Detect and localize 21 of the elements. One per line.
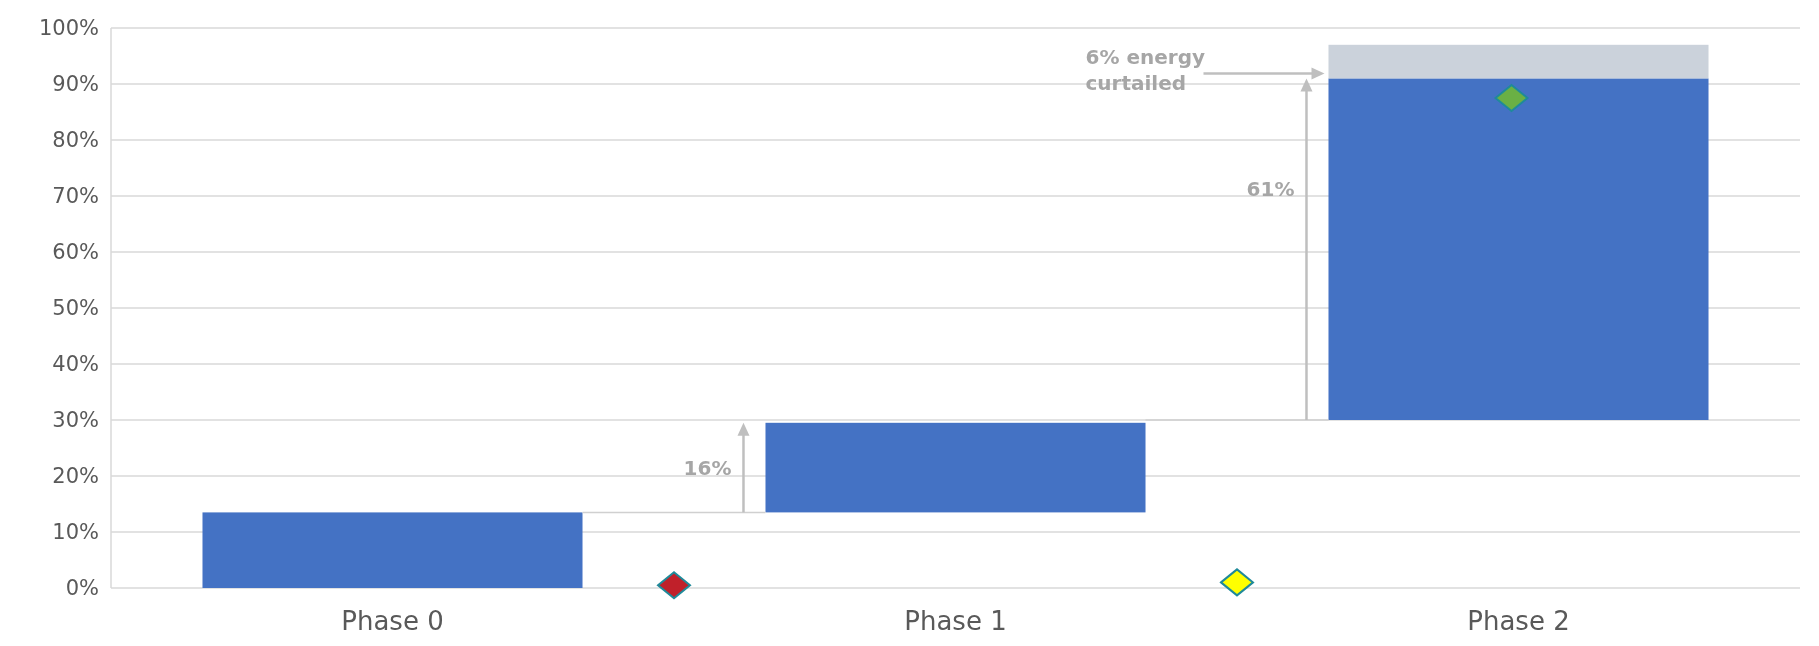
- y-tick-label: 50%: [52, 296, 99, 321]
- x-tick-label: Phase 0: [341, 606, 444, 636]
- annotation: 61%: [1246, 177, 1295, 202]
- y-tick-label: 90%: [52, 72, 99, 97]
- y-tick-label: 0%: [65, 576, 99, 601]
- y-tick-label: 10%: [52, 520, 99, 545]
- x-tick-label: Phase 2: [1467, 606, 1570, 636]
- y-tick-label: 80%: [52, 128, 99, 153]
- y-tick-label: 70%: [52, 184, 99, 209]
- bar: [765, 422, 1146, 513]
- bar: [1328, 78, 1709, 420]
- annotation: 16%: [683, 455, 732, 480]
- y-tick-label: 20%: [52, 464, 99, 489]
- y-tick-label: 40%: [52, 352, 99, 377]
- y-tick-label: 30%: [52, 408, 99, 433]
- bar: [202, 512, 583, 588]
- y-tick-label: 100%: [38, 16, 99, 41]
- x-tick-label: Phase 1: [904, 606, 1007, 636]
- annotation: 6% energy curtailed: [1085, 45, 1205, 96]
- y-tick-label: 60%: [52, 240, 99, 265]
- bar: [1328, 44, 1709, 79]
